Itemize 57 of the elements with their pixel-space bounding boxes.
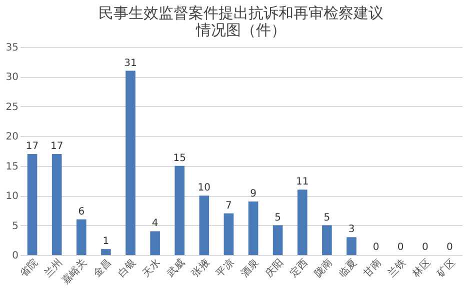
x-tick-label: 定西 <box>288 256 310 280</box>
data-label: 5 <box>274 212 282 224</box>
x-tick-label: 省院 <box>17 256 40 280</box>
bar <box>272 225 283 255</box>
y-tick-label: 30 <box>6 72 18 84</box>
data-label: 5 <box>324 212 330 224</box>
data-label: 11 <box>296 176 309 188</box>
data-label: 10 <box>198 182 211 194</box>
x-tick-label: 天水 <box>140 256 163 280</box>
x-tick-label: 酒泉 <box>238 256 262 280</box>
x-tick-label: 金昌 <box>91 256 114 280</box>
bar <box>199 196 210 255</box>
x-tick-label: 陇南 <box>312 256 335 280</box>
data-label: 3 <box>348 224 355 236</box>
y-tick-label: 20 <box>6 132 18 143</box>
data-label: 17 <box>26 140 39 152</box>
y-tick-label: 15 <box>6 161 18 172</box>
chart-title: 民事生效监督案件提出抗诉和再审检察建议情况图（件） <box>98 4 384 39</box>
bar <box>52 154 62 255</box>
x-tick-label: 武威 <box>164 256 188 280</box>
data-label: 0 <box>422 242 428 253</box>
y-tick-label: 10 <box>6 191 18 202</box>
x-tick-label: 兰铁 <box>386 256 408 280</box>
x-tick-label: 平凉 <box>214 256 236 280</box>
data-label: 1 <box>102 236 110 248</box>
bar <box>297 190 308 255</box>
y-tick-label: 5 <box>12 220 18 232</box>
y-tick-label: 35 <box>6 42 18 54</box>
bar <box>76 219 86 255</box>
bar <box>126 70 136 255</box>
data-label: 9 <box>250 188 256 200</box>
data-label: 0 <box>397 242 404 253</box>
data-label: 6 <box>78 206 85 218</box>
bar <box>150 231 160 255</box>
bar <box>27 154 38 255</box>
data-label: 0 <box>446 242 453 253</box>
x-tick-label: 甘南 <box>361 256 384 280</box>
data-label: 17 <box>50 140 64 152</box>
data-label: 31 <box>124 58 137 69</box>
x-tick-label: 临夏 <box>336 256 360 280</box>
x-tick-label: 白银 <box>116 256 138 280</box>
data-label: 7 <box>226 200 232 212</box>
bar <box>248 202 258 255</box>
x-tick-label: 庆阳 <box>262 256 286 280</box>
x-tick-label: 张掖 <box>189 256 212 280</box>
bar <box>174 166 185 255</box>
y-tick-label: 25 <box>6 102 18 113</box>
data-label: 15 <box>173 152 186 164</box>
bar <box>224 213 234 255</box>
x-tick-label: 林区 <box>410 256 433 280</box>
x-tick-label: 矿区 <box>434 256 458 280</box>
bar <box>322 225 332 255</box>
bar <box>346 237 356 255</box>
y-tick-label: 0 <box>12 250 18 262</box>
bar <box>101 249 111 255</box>
data-label: 4 <box>152 218 158 230</box>
data-label: 0 <box>372 242 380 253</box>
